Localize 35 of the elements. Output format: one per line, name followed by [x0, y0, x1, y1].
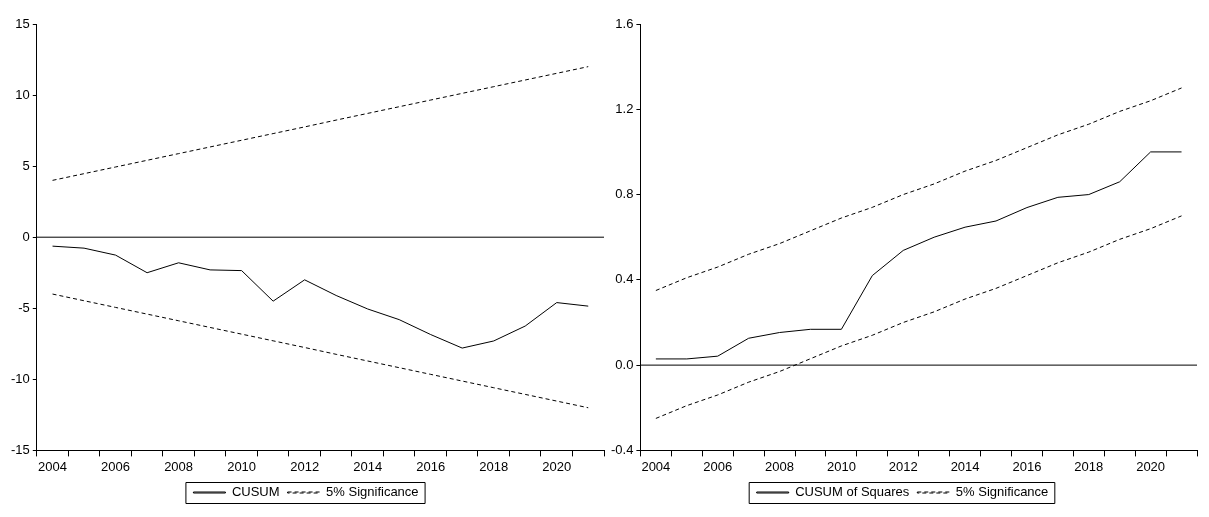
x-tick-label: 2014: [950, 458, 980, 474]
y-tick-label: 5: [22, 157, 30, 173]
x-tick-label: 2006: [101, 458, 131, 474]
y-tick-label: 0.0: [615, 356, 634, 372]
x-tick-label: 2004: [38, 458, 68, 474]
x-tick-label: 2020: [1136, 458, 1166, 474]
x-tick-label: 2012: [888, 458, 918, 474]
y-tick-label: -10: [10, 370, 30, 386]
y-tick-label: 10: [15, 86, 30, 102]
x-tick-label: 2008: [164, 458, 194, 474]
x-tick-label: 2010: [227, 458, 257, 474]
x-tick-label: 2006: [703, 458, 733, 474]
x-tick-label: 2018: [1074, 458, 1104, 474]
x-tick-label: 2020: [542, 458, 572, 474]
y-tick-label: 15: [15, 15, 30, 31]
y-tick-label: 0.8: [615, 186, 634, 202]
y-tick-label: -15: [10, 441, 30, 457]
y-tick-label: -0.4: [610, 441, 634, 457]
x-tick-label: 2004: [641, 458, 671, 474]
legend-label: CUSUM of Squares: [795, 484, 910, 500]
legend-label: CUSUM: [231, 484, 280, 500]
y-tick-label: -5: [18, 299, 30, 315]
y-tick-label: 0: [22, 228, 30, 244]
x-tick-label: 2010: [826, 458, 856, 474]
y-tick-label: 1.2: [615, 100, 634, 116]
y-tick-label: 0.4: [615, 271, 634, 287]
x-tick-label: 2018: [479, 458, 509, 474]
x-tick-label: 2008: [765, 458, 795, 474]
x-tick-label: 2016: [416, 458, 446, 474]
y-tick-label: 1.6: [615, 15, 634, 31]
legend-label: 5% Significance: [955, 484, 1049, 500]
x-tick-label: 2012: [290, 458, 320, 474]
legend-label: 5% Significance: [326, 484, 419, 500]
x-tick-label: 2016: [1012, 458, 1042, 474]
x-tick-label: 2014: [353, 458, 383, 474]
